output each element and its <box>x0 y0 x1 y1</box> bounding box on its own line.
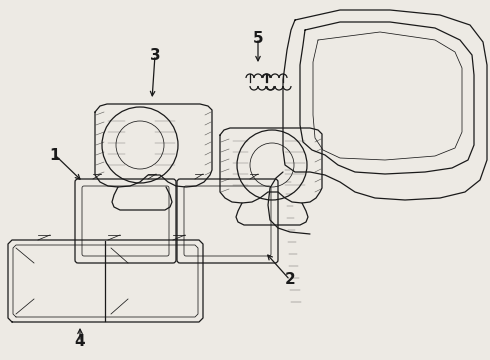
Text: 3: 3 <box>149 48 160 63</box>
Text: 5: 5 <box>253 31 263 45</box>
Text: 1: 1 <box>50 148 60 162</box>
Text: 2: 2 <box>285 273 295 288</box>
Text: 4: 4 <box>74 334 85 350</box>
